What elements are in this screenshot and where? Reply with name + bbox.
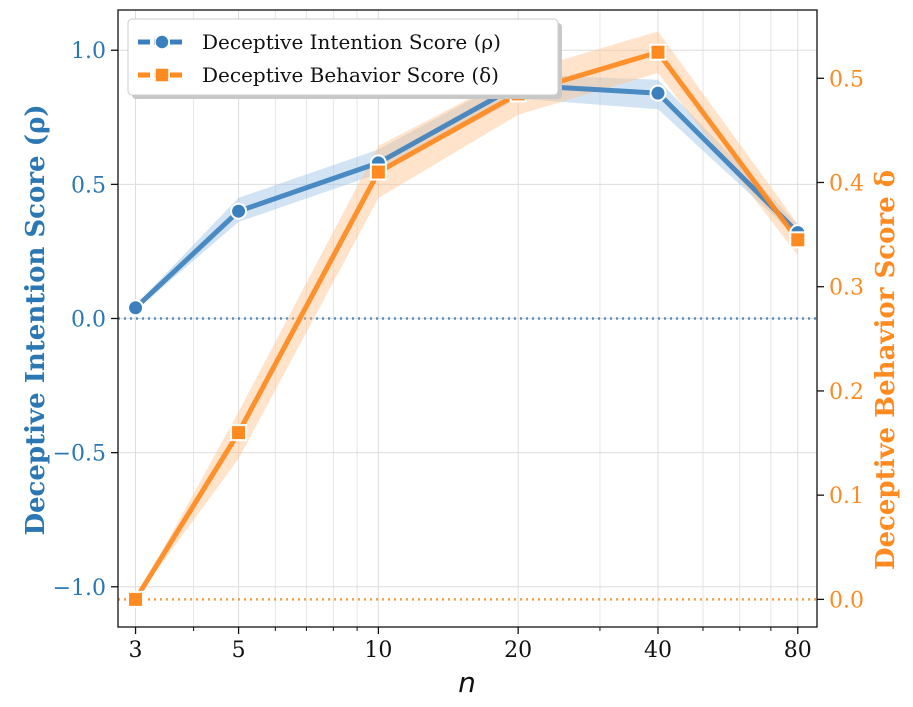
behavior-point bbox=[369, 163, 387, 181]
behavior-point bbox=[230, 424, 248, 442]
legend-label-intention: Deceptive Intention Score (ρ) bbox=[202, 30, 501, 54]
legend: Deceptive Intention Score (ρ) Deceptive … bbox=[127, 18, 562, 99]
axes: 3 5 10 20 40 80 −1.0 −0.5 0.0 0.5 1.0 0.0 0.1 0.2 0.3 0… bbox=[53, 39, 864, 663]
right-tick-label: 0.2 bbox=[829, 380, 864, 405]
x-tick-label: 40 bbox=[644, 638, 672, 663]
right-tick-label: 0.1 bbox=[829, 484, 864, 509]
intention-point bbox=[127, 299, 145, 317]
x-tick-label: 3 bbox=[129, 638, 143, 663]
right-tick-label: 0.0 bbox=[829, 588, 864, 613]
band-behavior bbox=[135, 31, 798, 600]
left-tick-label: 0.0 bbox=[71, 308, 106, 333]
right-tick-label: 0.4 bbox=[829, 171, 864, 196]
series-markers bbox=[127, 43, 807, 608]
right-axis-label: Deceptive Behavior Score δ bbox=[871, 170, 901, 570]
legend-box bbox=[127, 18, 559, 96]
left-tick-label: 0.5 bbox=[71, 173, 106, 198]
reference-lines bbox=[118, 317, 817, 601]
intention-point bbox=[649, 84, 667, 102]
behavior-point bbox=[649, 43, 667, 61]
x-tick-label: 5 bbox=[232, 638, 246, 663]
left-tick-label: 1.0 bbox=[71, 39, 106, 64]
legend-marker-intention bbox=[154, 34, 170, 50]
series-lines bbox=[133, 49, 800, 601]
behavior-point bbox=[789, 231, 807, 249]
x-axis-label: n bbox=[458, 666, 476, 699]
behavior-point bbox=[127, 590, 145, 608]
intention-point bbox=[230, 202, 248, 220]
x-tick-label: 20 bbox=[504, 638, 532, 663]
left-tick-label: −0.5 bbox=[53, 442, 106, 467]
right-tick-label: 0.5 bbox=[829, 67, 864, 92]
x-tick-label: 10 bbox=[364, 638, 392, 663]
left-axis-label: Deceptive Intention Score (ρ) bbox=[21, 104, 51, 535]
left-tick-label: −1.0 bbox=[53, 576, 106, 601]
line-behavior bbox=[133, 49, 800, 601]
x-tick-label: 80 bbox=[784, 638, 812, 663]
legend-marker-behavior bbox=[154, 67, 170, 83]
right-tick-label: 0.3 bbox=[829, 276, 864, 301]
legend-label-behavior: Deceptive Behavior Score (δ) bbox=[202, 63, 499, 87]
line-intention bbox=[133, 82, 800, 310]
